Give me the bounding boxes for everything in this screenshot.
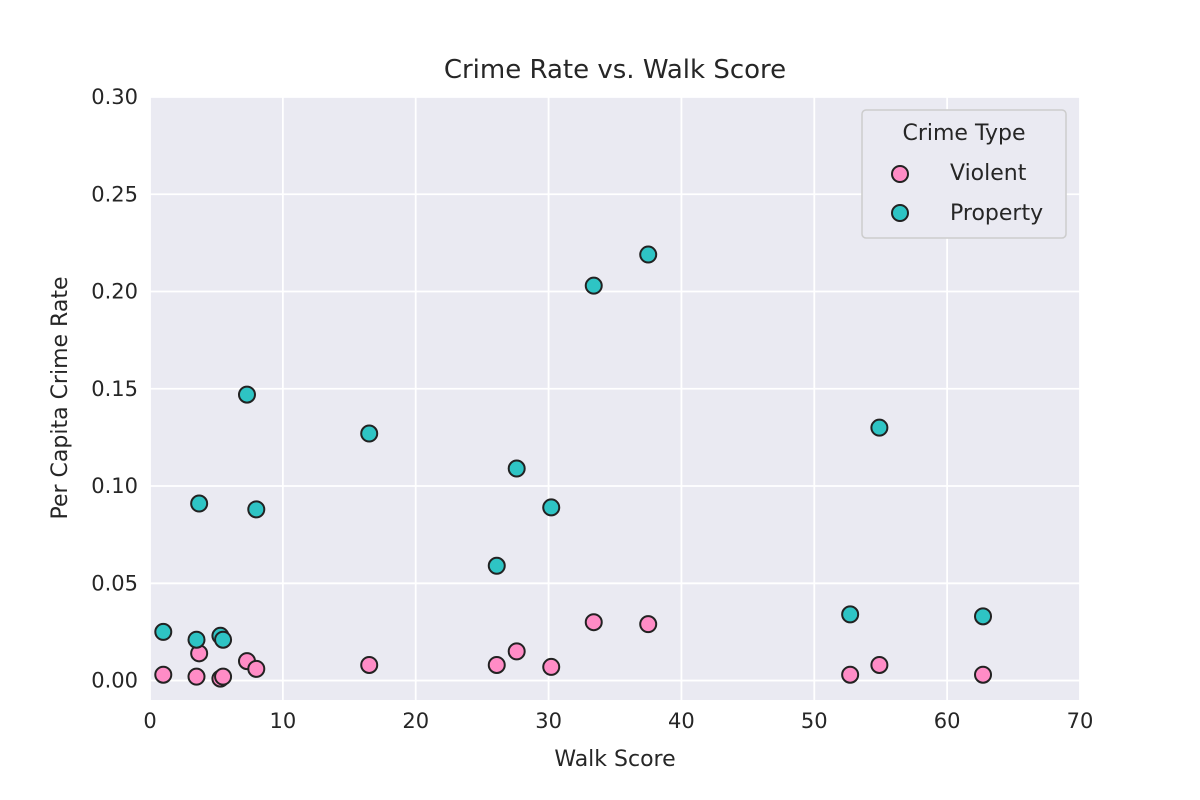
point-property (247, 500, 266, 519)
legend-label-violent: Violent (950, 161, 1027, 186)
point-violent (487, 655, 506, 674)
point-property (870, 418, 889, 437)
legend-box (861, 109, 1067, 239)
point-property (154, 622, 173, 641)
y-tick-label: 0.05 (91, 571, 138, 595)
grid (149, 96, 1081, 700)
point-violent (187, 667, 206, 686)
legend-label-property: Property (950, 201, 1043, 226)
y-tick-labels: 0.00 0.05 0.10 0.15 0.20 0.25 0.30 (91, 85, 138, 693)
x-tick-label: 40 (668, 709, 695, 733)
x-tick-label: 30 (535, 709, 562, 733)
point-violent (247, 659, 266, 678)
point-property (542, 498, 561, 517)
point-violent (507, 642, 526, 661)
point-violent (214, 667, 233, 686)
y-tick-label: 0.20 (91, 280, 138, 304)
point-property (841, 605, 860, 624)
x-tick-label: 20 (402, 709, 429, 733)
legend: Crime Type Violent Property (861, 109, 1067, 239)
point-violent (360, 655, 379, 674)
point-violent (542, 657, 561, 676)
data-marks (154, 245, 993, 688)
x-tick-label: 10 (269, 709, 296, 733)
point-violent (639, 615, 658, 634)
chart-title: Crime Rate vs. Walk Score (444, 55, 786, 85)
x-tick-label: 60 (934, 709, 961, 733)
y-tick-label: 0.10 (91, 474, 138, 498)
y-tick-label: 0.25 (91, 182, 138, 206)
point-property (487, 556, 506, 575)
point-violent (870, 655, 889, 674)
x-tick-label: 0 (143, 709, 156, 733)
x-tick-label: 50 (801, 709, 828, 733)
x-tick-label: 70 (1067, 709, 1094, 733)
point-property (187, 630, 206, 649)
point-property (360, 424, 379, 443)
point-property (237, 385, 256, 404)
point-property (507, 459, 526, 478)
legend-marker-property (891, 204, 909, 222)
point-violent (974, 665, 993, 684)
x-axis-label: Walk Score (554, 747, 675, 772)
point-property (214, 630, 233, 649)
y-axis-label: Per Capita Crime Rate (48, 277, 73, 520)
point-violent (584, 613, 603, 632)
y-tick-label: 0.30 (91, 85, 138, 109)
point-property (190, 494, 209, 513)
legend-title: Crime Type (902, 121, 1025, 146)
legend-marker-violent (891, 165, 909, 183)
point-property (974, 607, 993, 626)
point-violent (841, 665, 860, 684)
point-property (584, 276, 603, 295)
y-tick-label: 0.15 (91, 377, 138, 401)
point-property (639, 245, 658, 264)
x-tick-labels: 0 10 20 30 40 50 60 70 (143, 709, 1093, 733)
y-tick-label: 0.00 (91, 669, 138, 693)
point-violent (154, 665, 173, 684)
